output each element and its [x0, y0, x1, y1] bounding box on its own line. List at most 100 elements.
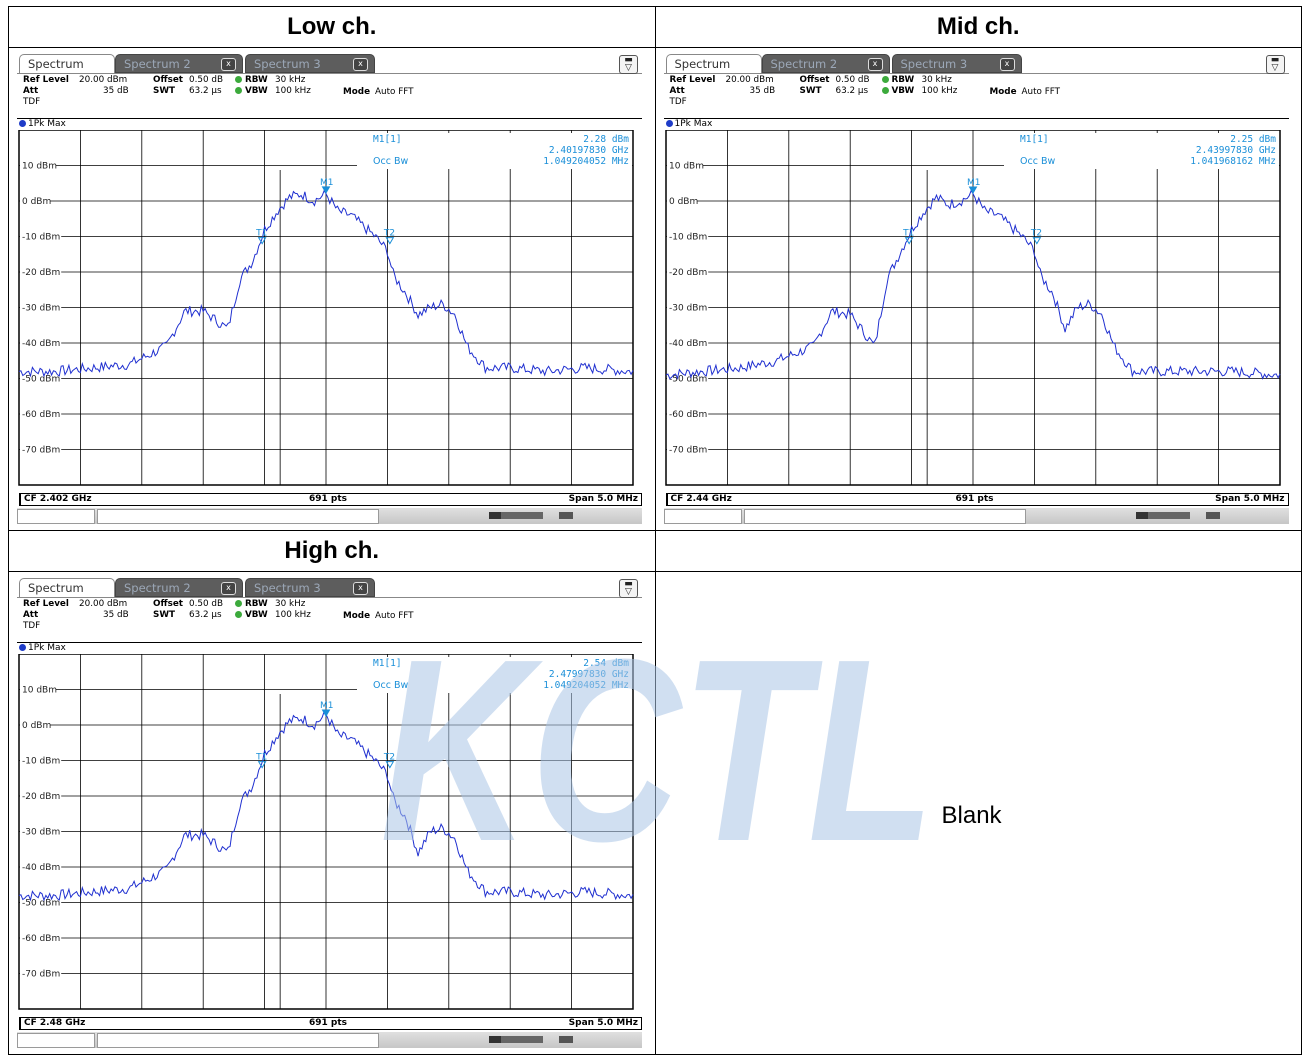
status-field[interactable] — [17, 509, 95, 524]
analyzer-tabs: Spectrum Spectrum 2 x Spectrum 3 x ▬ ▽ — [663, 53, 1289, 74]
tab-label: Spectrum 2 — [124, 581, 191, 595]
tab-spectrum-3[interactable]: Spectrum 3 x — [245, 54, 375, 73]
tick-label-bg — [666, 230, 708, 243]
marker-t2-icon — [385, 761, 395, 769]
trace-name: 1Pk Max — [28, 643, 66, 653]
tdf-label: TDF — [23, 97, 41, 107]
tab-spectrum-2[interactable]: Spectrum 2 x — [115, 578, 243, 597]
cell-high: Spectrum Spectrum 2 x Spectrum 3 x ▬ ▽ Ref … — [8, 571, 656, 1055]
blank-label: Blank — [941, 802, 1002, 829]
tick-label-bg — [666, 266, 708, 278]
tick-label-bg — [666, 195, 697, 207]
tab-divider — [17, 73, 642, 74]
tick-label-bg — [20, 195, 50, 207]
occupied-bandwidth-value: 1.049204052 MHz — [543, 680, 629, 691]
close-icon[interactable]: x — [221, 582, 236, 595]
status-bar — [17, 1032, 642, 1048]
tick-label-bg — [20, 159, 56, 172]
ref-level-value: 20.00 dBm — [79, 75, 128, 85]
marker-m1-tag: M1 — [320, 178, 334, 188]
mode-value: Auto FFT — [375, 611, 414, 621]
marker-label: M1[1] — [1020, 134, 1049, 145]
trace-label: 1Pk Max — [17, 118, 642, 130]
close-icon[interactable]: x — [353, 58, 368, 71]
ref-level-label: Ref Level — [23, 75, 69, 85]
tab-spectrum-2[interactable]: Spectrum 2 x — [115, 54, 243, 73]
status-icon — [559, 512, 573, 519]
offset-value: 0.50 dB — [189, 75, 224, 85]
tick-label-bg — [666, 372, 708, 385]
att-label: Att — [23, 86, 39, 96]
progress-icon — [489, 1036, 543, 1043]
offset-label: Offset — [153, 599, 184, 609]
offset-label: Offset — [799, 75, 830, 85]
tick-label-bg — [20, 932, 62, 944]
tab-spectrum-3[interactable]: Spectrum 3 x — [891, 54, 1022, 73]
close-icon[interactable]: x — [353, 582, 368, 595]
marker-m1-icon — [321, 709, 331, 717]
results-table: Low ch. Mid ch. Spectrum Spectrum 2 x Spe… — [8, 6, 1302, 1055]
occupied-bandwidth-label: Occ Bw — [373, 156, 408, 167]
occupied-bandwidth-value: 1.041968162 MHz — [1190, 156, 1276, 167]
y-tick-label: -70 dBm — [22, 446, 60, 456]
analyzer-screen-mid: Spectrum Spectrum 2 x Spectrum 3 x ▬ ▽ Ref … — [663, 53, 1289, 525]
span-value: Span 5.0 MHz — [568, 1018, 638, 1028]
status-message-field[interactable] — [97, 1033, 379, 1048]
tab-spectrum-3[interactable]: Spectrum 3 x — [245, 578, 375, 597]
progress-icon — [1135, 512, 1190, 519]
status-bar — [17, 508, 642, 524]
tab-spectrum[interactable]: Spectrum — [19, 578, 115, 597]
att-value: 35 dB — [103, 610, 129, 620]
points-count: 691 pts — [955, 494, 994, 504]
vbw-label: VBW — [881, 86, 914, 97]
points-count: 691 pts — [309, 494, 348, 504]
status-field[interactable] — [663, 509, 742, 524]
close-icon[interactable]: x — [999, 58, 1015, 71]
y-tick-label: -60 dBm — [22, 410, 60, 420]
status-field[interactable] — [17, 1033, 95, 1048]
marker-m1-icon — [968, 186, 977, 195]
marker-t2-icon — [385, 237, 395, 245]
menu-icon[interactable]: ▬ ▽ — [1265, 55, 1285, 74]
tab-spectrum[interactable]: Spectrum — [665, 54, 762, 73]
marker-m1-tag: M1 — [967, 178, 981, 188]
tab-spectrum-2[interactable]: Spectrum 2 x — [761, 54, 890, 73]
marker-frequency: 2.43997830 GHz — [1195, 145, 1275, 156]
menu-icon[interactable]: ▬ ▽ — [619, 55, 638, 74]
readout-bg — [357, 133, 632, 169]
status-message-field[interactable] — [743, 509, 1026, 524]
status-message-field[interactable] — [97, 509, 379, 524]
y-tick-label: 0 dBm — [22, 197, 51, 207]
tab-label: Spectrum 3 — [254, 581, 321, 595]
marker-t1-icon — [904, 237, 914, 245]
cell-blank: Blank — [654, 571, 1302, 1055]
tab-divider — [663, 73, 1289, 74]
marker-t2-tag: T2 — [1029, 229, 1041, 239]
tdf-label: TDF — [669, 97, 687, 107]
y-tick-label: -30 dBm — [22, 828, 60, 838]
marker-label: M1[1] — [373, 658, 402, 669]
vbw-label: VBW — [235, 610, 268, 621]
tab-spectrum[interactable]: Spectrum — [19, 54, 115, 73]
marker-t1-icon — [257, 237, 267, 245]
vbw-value: 100 kHz — [275, 86, 311, 96]
offset-label: Offset — [153, 75, 184, 85]
trace-dot-icon — [665, 120, 673, 127]
header-low: Low ch. — [8, 6, 656, 48]
tick-label-bg — [20, 337, 62, 349]
y-tick-label: -50 dBm — [22, 375, 60, 385]
ref-level-label: Ref Level — [23, 599, 69, 609]
y-tick-label: 0 dBm — [22, 721, 51, 731]
status-dot-icon — [881, 87, 889, 94]
tick-label-bg — [666, 301, 708, 314]
rbw-label: RBW — [881, 75, 914, 86]
menu-icon[interactable]: ▬ ▽ — [619, 579, 638, 598]
offset-value: 0.50 dB — [189, 599, 224, 609]
close-icon[interactable]: x — [221, 58, 236, 71]
spectrum-plot: 10 dBm 0 dBm -10 dBm -20 dBm -30 dBm -40 dBm -… — [17, 130, 642, 490]
swt-value: 63.2 µs — [835, 86, 869, 96]
points-count: 691 pts — [309, 1018, 348, 1028]
mode-value: Auto FFT — [375, 87, 414, 97]
tick-label-bg — [20, 408, 62, 420]
close-icon[interactable]: x — [867, 58, 883, 71]
